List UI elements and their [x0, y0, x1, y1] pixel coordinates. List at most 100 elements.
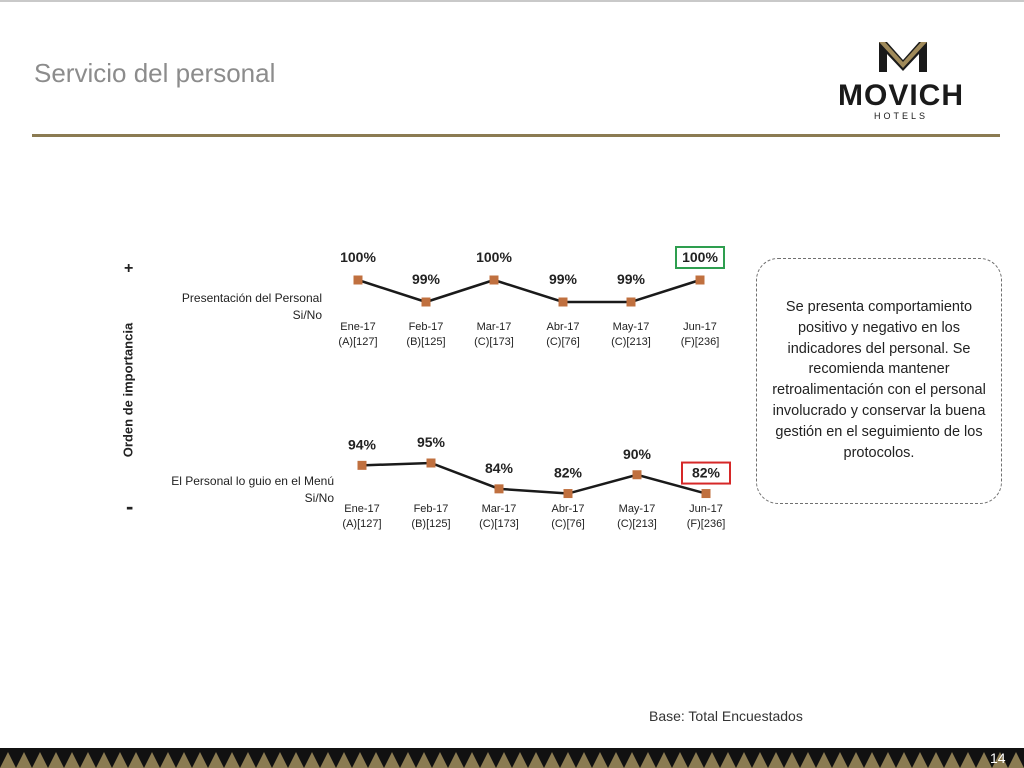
x-tick-label: Jun-17 — [689, 503, 723, 515]
header-rule — [32, 134, 1000, 137]
data-label: 90% — [623, 446, 652, 462]
note-box: Se presenta comportamiento positivo y ne… — [756, 258, 1002, 504]
footer-triangle — [32, 752, 48, 768]
data-label: 94% — [348, 436, 377, 452]
footer-triangle — [752, 752, 768, 768]
data-label: 95% — [417, 434, 446, 450]
footer-triangle — [816, 752, 832, 768]
data-point — [626, 297, 636, 307]
axis-top-symbol: + — [124, 260, 134, 277]
footer-triangle — [80, 752, 96, 768]
footer-triangle — [768, 752, 784, 768]
footer-triangle — [784, 752, 800, 768]
movich-logo: MOVICH HOTELS — [838, 42, 963, 121]
x-base-label: (A)[127] — [342, 518, 381, 530]
footer-triangle — [656, 752, 672, 768]
x-tick-label: Mar-17 — [477, 321, 512, 333]
footer-triangle — [112, 752, 128, 768]
footer-triangle — [144, 752, 160, 768]
footer-triangle — [896, 752, 912, 768]
highlight-box — [681, 461, 731, 485]
data-point — [353, 275, 363, 285]
data-point — [563, 489, 573, 499]
footer-triangle — [224, 752, 240, 768]
footer-triangle — [368, 752, 384, 768]
footer-triangle — [608, 752, 624, 768]
data-point — [421, 297, 431, 307]
x-tick-label: Abr-17 — [546, 321, 579, 333]
footer-triangle — [416, 752, 432, 768]
x-tick-label: Feb-17 — [409, 321, 444, 333]
data-point — [489, 275, 499, 285]
data-label: 100% — [476, 249, 512, 265]
row-label-line2: Si/No — [304, 491, 334, 505]
x-tick-label: Abr-17 — [551, 503, 584, 515]
note-text: Se presenta comportamiento positivo y ne… — [772, 299, 986, 461]
footer-triangle — [496, 752, 512, 768]
data-point — [701, 489, 711, 499]
footer-triangle — [128, 752, 144, 768]
x-base-label: (B)[125] — [411, 518, 450, 530]
footer-triangle — [800, 752, 816, 768]
highlight-box — [675, 246, 725, 269]
axis-bottom-symbol: - — [126, 494, 134, 519]
row-label-line1: El Personal lo guio en el Menú — [171, 474, 334, 488]
footer-triangle — [864, 752, 880, 768]
x-base-label: (B)[125] — [406, 336, 445, 348]
chart-1: 94% Ene-17 (A)[127] 95% Feb-17 (B)[125] 84% Mar… — [342, 434, 731, 530]
footer-triangle — [176, 752, 192, 768]
data-label: 99% — [412, 271, 441, 287]
footer-triangle — [576, 752, 592, 768]
footer-triangle — [672, 752, 688, 768]
data-label: 82% — [692, 465, 721, 481]
x-base-label: (F)[236] — [687, 518, 726, 530]
footer-triangle — [528, 752, 544, 768]
series-line — [357, 278, 701, 304]
footer-triangle — [96, 752, 112, 768]
x-tick-label: Ene-17 — [344, 503, 379, 515]
footer-triangle — [64, 752, 80, 768]
footer-triangle — [256, 752, 272, 768]
footer-triangle — [992, 752, 1008, 768]
footer-triangle — [944, 752, 960, 768]
data-point — [494, 484, 504, 494]
footer-triangle — [448, 752, 464, 768]
data-point — [632, 470, 642, 480]
footer-triangle — [208, 752, 224, 768]
chart-0: 100% Ene-17 (A)[127] 99% Feb-17 (B)[125] 100% M… — [338, 246, 725, 348]
x-base-label: (C)[76] — [546, 336, 580, 348]
footer-triangle — [336, 752, 352, 768]
x-base-label: (F)[236] — [681, 336, 720, 348]
footer-triangle — [688, 752, 704, 768]
footer-triangle — [160, 752, 176, 768]
x-base-label: (C)[173] — [479, 518, 519, 530]
footer-triangle — [384, 752, 400, 768]
x-base-label: (C)[213] — [611, 336, 651, 348]
data-point — [357, 460, 367, 470]
page-title: Servicio del personal — [34, 58, 276, 88]
footer-triangle — [560, 752, 576, 768]
row-label-line2: Si/No — [292, 308, 322, 322]
footer-triangle — [240, 752, 256, 768]
footer-triangle — [720, 752, 736, 768]
footer-triangle — [0, 752, 16, 768]
x-tick-label: May-17 — [613, 321, 650, 333]
x-tick-label: Jun-17 — [683, 321, 717, 333]
footer-triangle — [960, 752, 976, 768]
footer-triangle — [976, 752, 992, 768]
footer-triangle — [880, 752, 896, 768]
data-label: 84% — [485, 460, 514, 476]
row-label-menu: El Personal lo guio en el Menú Si/No — [140, 473, 334, 507]
footer-triangle — [304, 752, 320, 768]
x-tick-label: May-17 — [619, 503, 656, 515]
data-label: 99% — [617, 271, 646, 287]
page-number: 14 — [990, 750, 1006, 766]
footer-triangle — [640, 752, 656, 768]
data-label: 99% — [549, 271, 578, 287]
footer-triangle — [624, 752, 640, 768]
data-point — [558, 297, 568, 307]
x-tick-label: Ene-17 — [340, 321, 375, 333]
series-line — [361, 461, 707, 495]
footer-triangle — [480, 752, 496, 768]
data-label: 100% — [682, 249, 718, 265]
